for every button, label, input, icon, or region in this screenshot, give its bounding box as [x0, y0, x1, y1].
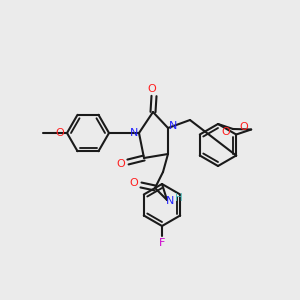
- Text: H: H: [175, 193, 183, 203]
- Text: N: N: [130, 128, 138, 138]
- Text: O: O: [222, 127, 230, 137]
- Text: N: N: [166, 196, 174, 206]
- Text: O: O: [56, 128, 64, 138]
- Text: O: O: [148, 84, 156, 94]
- Text: O: O: [117, 159, 125, 169]
- Text: O: O: [130, 178, 138, 188]
- Text: N: N: [169, 121, 177, 131]
- Text: O: O: [240, 122, 249, 131]
- Text: F: F: [159, 238, 165, 248]
